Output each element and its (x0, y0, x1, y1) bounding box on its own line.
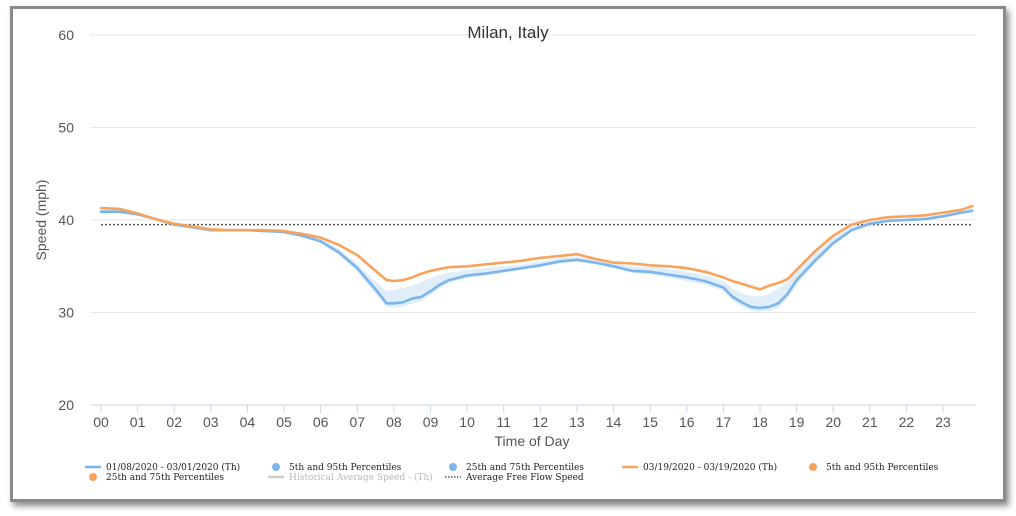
x-tick-label: 11 (496, 414, 511, 430)
x-tick-label: 01 (130, 414, 146, 430)
legend-dot-symbol (272, 463, 280, 471)
legend-item: 03/19/2020 - 03/19/2020 (Th) (622, 462, 777, 473)
legend-label: 5th and 95th Percentiles (289, 463, 402, 473)
y-tick-label: 40 (58, 212, 74, 228)
legend-item: Average Free Flow Speed (445, 473, 584, 483)
chart-title: Milan, Italy (467, 23, 549, 42)
legend-label: 03/19/2020 - 03/19/2020 (Th) (643, 462, 777, 473)
legend: 01/08/2020 - 03/01/2020 (Th) 5th and 95th… (85, 462, 939, 483)
legend-label: 25th and 75th Percentiles (466, 463, 584, 473)
x-tick-label: 14 (606, 414, 622, 430)
y-tick-label: 50 (58, 120, 74, 136)
y-tick-label: 60 (58, 27, 74, 43)
x-tick-label: 22 (899, 414, 915, 430)
x-tick-label: 20 (825, 414, 841, 430)
legend-dot-symbol (449, 463, 457, 471)
x-tick-label: 09 (423, 414, 439, 430)
x-tick-label: 06 (313, 414, 329, 430)
x-tick-label: 04 (240, 414, 256, 430)
x-tick-label: 02 (166, 414, 182, 430)
chart-frame (10, 6, 1006, 502)
y-tick-label: 20 (58, 397, 74, 413)
x-tick-label: 07 (349, 414, 365, 430)
legend-item: 25th and 75th Percentiles (449, 463, 584, 473)
grid-lines (90, 34, 976, 313)
x-tick-label: 13 (569, 414, 585, 430)
y-axis-title: Speed (mph) (33, 180, 49, 261)
legend-label: 25th and 75th Percentiles (106, 473, 224, 483)
x-axis-title: Time of Day (495, 433, 570, 449)
x-tick-label: 03 (203, 414, 219, 430)
x-tick-label: 16 (679, 414, 695, 430)
legend-item: Historical Average Speed - (Th) (268, 472, 433, 483)
legend-label: Historical Average Speed - (Th) (289, 472, 433, 483)
x-tick-label: 18 (752, 414, 768, 430)
x-tick-label: 21 (862, 414, 878, 430)
axes: 20 30 40 50 60 00 01 02 03 04 05 06 07 08 09 10 11 12 13 14… (58, 27, 976, 430)
x-tick-label: 19 (789, 414, 805, 430)
legend-label: 01/08/2020 - 03/01/2020 (Th) (106, 462, 240, 473)
legend-dot-symbol (89, 473, 97, 481)
legend-dot-symbol (809, 463, 817, 471)
x-tick-label: 12 (533, 414, 549, 430)
series-lines (99, 204, 974, 310)
x-tick-label: 17 (716, 414, 732, 430)
series-line-2 (99, 204, 974, 291)
legend-item: 25th and 75th Percentiles (89, 473, 224, 483)
x-tick-label: 15 (642, 414, 658, 430)
legend-item: 5th and 95th Percentiles (809, 463, 939, 473)
y-tick-label: 30 (58, 305, 74, 321)
legend-label: 5th and 95th Percentiles (826, 463, 939, 473)
x-tick-label: 08 (386, 414, 402, 430)
legend-label: Average Free Flow Speed (465, 473, 584, 483)
x-tick-label: 10 (459, 414, 475, 430)
legend-item: 5th and 95th Percentiles (272, 463, 402, 473)
x-tick-label: 05 (276, 414, 292, 430)
x-tick-label: 00 (93, 414, 109, 430)
x-tick-label: 23 (935, 414, 951, 430)
legend-item: 01/08/2020 - 03/01/2020 (Th) (85, 462, 240, 473)
